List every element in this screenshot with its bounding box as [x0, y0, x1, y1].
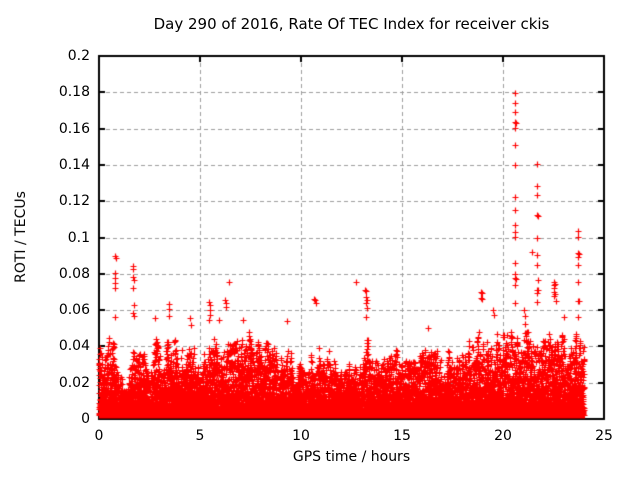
- y-tick-label: 0.12: [58, 193, 90, 210]
- x-tick-label: 25: [595, 428, 613, 444]
- y-axis-label: ROTI / TECUs: [13, 191, 29, 283]
- x-tick-label: 20: [494, 428, 512, 444]
- y-tick-label: 0: [81, 411, 90, 427]
- y-tick-label: 0.02: [58, 374, 90, 391]
- y-tick-label: 0.1: [67, 229, 90, 246]
- x-tick-label: 10: [292, 428, 310, 444]
- y-tick-label: 0.06: [58, 302, 90, 319]
- y-tick-label: 0.16: [58, 120, 90, 137]
- y-tick-label: 0.08: [58, 265, 90, 282]
- x-tick-label: 5: [195, 428, 205, 444]
- y-tick-label: 0.04: [58, 338, 90, 355]
- x-tick-label: 0: [94, 428, 104, 444]
- y-tick-label: 0.2: [67, 48, 90, 64]
- x-tick-label: 15: [393, 428, 411, 444]
- x-axis-label: GPS time / hours: [292, 449, 411, 465]
- chart-title: Day 290 of 2016, Rate Of TEC Index for r…: [153, 15, 550, 33]
- y-tick-label: 0.14: [58, 156, 90, 173]
- y-tick-label: 0.18: [58, 84, 90, 101]
